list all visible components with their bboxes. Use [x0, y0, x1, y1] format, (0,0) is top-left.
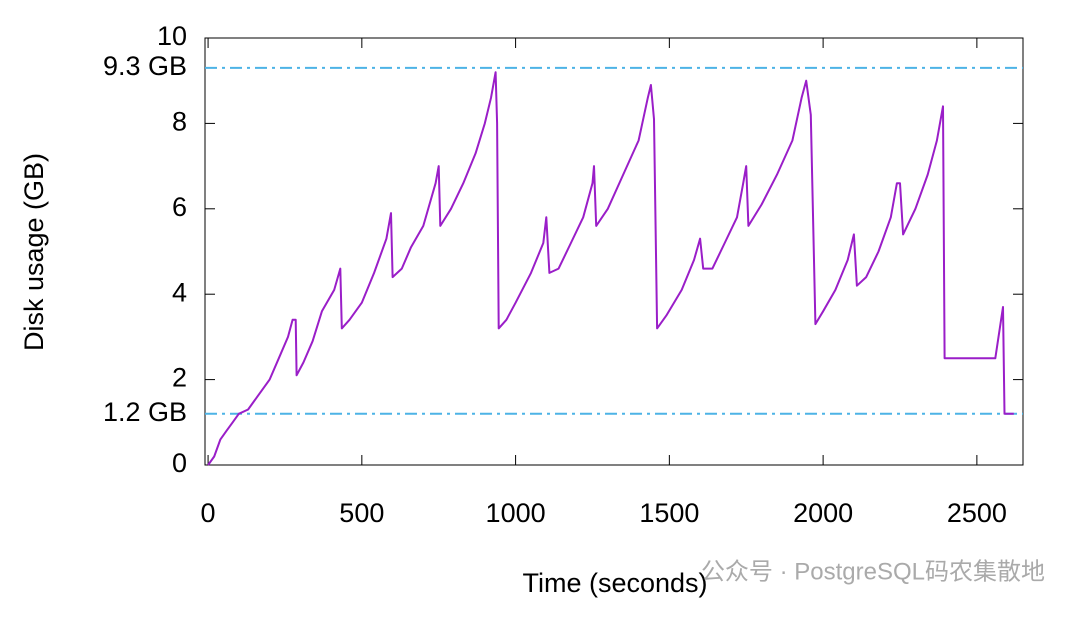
- y-tick-label: 9.3 GB: [103, 51, 187, 81]
- x-tick-label: 500: [339, 498, 384, 528]
- y-tick-label: 1.2 GB: [103, 397, 187, 427]
- y-tick-label: 10: [157, 21, 187, 51]
- x-tick-label: 2000: [793, 498, 853, 528]
- x-tick-label: 1500: [639, 498, 699, 528]
- x-tick-label: 2500: [947, 498, 1007, 528]
- x-axis-label: Time (seconds): [522, 568, 707, 598]
- watermark: 公众号 · PostgreSQL码农集散地: [701, 558, 1045, 585]
- x-tick-label: 0: [201, 498, 216, 528]
- y-axis-label: Disk usage (GB): [19, 153, 49, 351]
- x-tick-label: 1000: [486, 498, 546, 528]
- y-tick-label: 8: [172, 107, 187, 137]
- y-tick-label: 2: [172, 363, 187, 393]
- data-line: [207, 71, 1014, 466]
- y-tick-label: 6: [172, 192, 187, 222]
- y-tick-label: 4: [172, 277, 187, 307]
- plot-frame: [204, 37, 1024, 466]
- y-tick-label: 0: [172, 448, 187, 478]
